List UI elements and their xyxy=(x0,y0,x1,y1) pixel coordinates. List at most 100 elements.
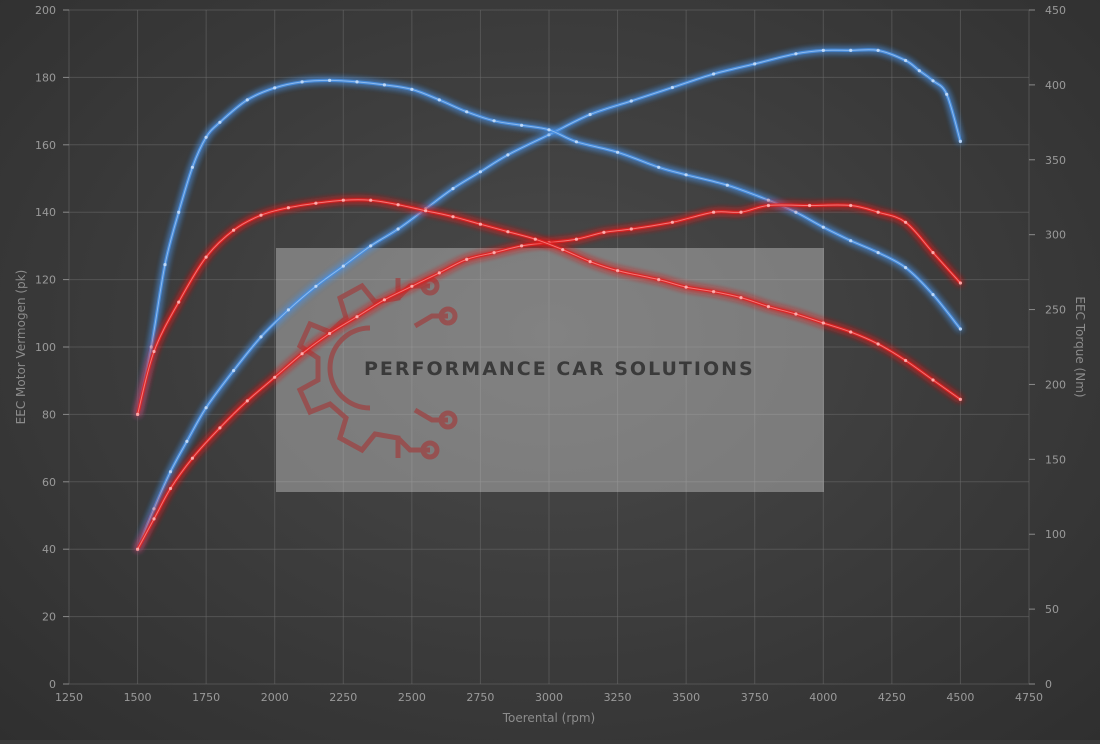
data-point xyxy=(904,58,908,63)
data-point xyxy=(168,486,173,491)
data-point xyxy=(657,278,661,282)
data-point xyxy=(629,99,633,103)
y-right-tick-label: 0 xyxy=(1045,678,1052,691)
data-point xyxy=(341,264,345,268)
data-point xyxy=(766,198,771,202)
data-point xyxy=(218,120,222,124)
x-tick-label: 2750 xyxy=(466,691,494,704)
data-point xyxy=(574,140,579,144)
data-point xyxy=(478,222,482,226)
data-point xyxy=(355,80,359,84)
y-right-tick-label: 400 xyxy=(1045,79,1066,92)
y-left-axis-title: EEC Motor Vermogen (pk) xyxy=(14,270,28,425)
series-1-torque-line xyxy=(136,78,963,416)
data-point xyxy=(712,290,716,294)
x-tick-label: 2500 xyxy=(398,691,426,704)
data-point xyxy=(931,79,935,83)
series-highlight xyxy=(137,204,961,550)
grid xyxy=(63,9,1035,685)
y-right-axis-title: EEC Torque (Nm) xyxy=(1073,296,1087,397)
data-point xyxy=(533,237,537,241)
x-tick-label: 3250 xyxy=(604,691,632,704)
data-point xyxy=(739,296,743,300)
data-point xyxy=(876,251,880,255)
data-point xyxy=(602,230,606,234)
data-point xyxy=(355,315,359,319)
data-point xyxy=(328,331,332,336)
series-2-power-line xyxy=(136,203,963,551)
data-point xyxy=(218,426,222,430)
data-point xyxy=(904,266,908,270)
gear-circuit-icon xyxy=(296,276,458,460)
data-point xyxy=(300,352,304,356)
data-point xyxy=(382,83,386,87)
x-tick-label: 2250 xyxy=(329,691,357,704)
data-point xyxy=(328,78,332,82)
data-point xyxy=(657,165,661,169)
data-point xyxy=(876,48,880,53)
data-point xyxy=(670,85,675,90)
data-point xyxy=(273,375,277,379)
data-point xyxy=(794,210,798,214)
data-point xyxy=(958,327,963,331)
data-point xyxy=(904,358,908,363)
data-point xyxy=(684,285,688,289)
data-point xyxy=(821,225,825,229)
data-point xyxy=(876,210,880,214)
data-point xyxy=(945,92,949,96)
x-tick-label: 4250 xyxy=(878,691,906,704)
data-point xyxy=(437,98,441,102)
data-point xyxy=(492,119,496,123)
data-point xyxy=(849,330,853,334)
data-point xyxy=(136,547,140,551)
watermark-brand: PERFORMANCE CAR SOLUTIONS xyxy=(364,358,755,380)
data-point xyxy=(451,215,455,219)
data-point xyxy=(300,80,304,84)
data-point xyxy=(245,98,249,102)
data-point xyxy=(561,248,565,252)
data-point xyxy=(725,183,729,187)
data-point xyxy=(506,153,510,157)
data-point xyxy=(958,281,963,285)
data-point xyxy=(152,349,156,354)
data-point xyxy=(616,150,620,154)
data-point xyxy=(204,406,208,410)
data-point xyxy=(314,201,318,205)
y-left-tick-label: 80 xyxy=(42,408,56,421)
x-tick-label: 4750 xyxy=(1015,691,1043,704)
series-0-power-line xyxy=(136,48,963,551)
data-point xyxy=(520,123,524,127)
data-point xyxy=(410,284,414,288)
data-point xyxy=(588,260,592,264)
y-right-tick-label: 300 xyxy=(1045,229,1066,242)
series xyxy=(136,48,963,551)
data-point xyxy=(465,110,469,114)
y-left-tick-label: 20 xyxy=(42,611,56,624)
x-tick-label: 1500 xyxy=(124,691,152,704)
axes: Toerental (rpm) EEC Motor Vermogen (pk) … xyxy=(14,4,1087,725)
x-tick-label: 3750 xyxy=(741,691,769,704)
data-point xyxy=(232,369,236,373)
data-point xyxy=(616,269,620,273)
data-point xyxy=(259,213,263,217)
data-point xyxy=(917,69,921,73)
data-point xyxy=(588,112,592,117)
y-right-tick-label: 100 xyxy=(1045,528,1066,541)
data-point xyxy=(849,48,853,53)
data-point xyxy=(190,165,194,169)
series-3-torque-line xyxy=(136,198,963,416)
data-point xyxy=(341,198,345,202)
y-left-tick-label: 200 xyxy=(35,4,56,17)
data-point xyxy=(245,399,249,403)
data-point xyxy=(712,72,716,76)
data-point xyxy=(177,210,181,214)
y-right-tick-label: 250 xyxy=(1045,304,1066,317)
data-point xyxy=(149,345,153,349)
data-point xyxy=(451,187,455,191)
y-right-tick-label: 200 xyxy=(1045,378,1066,391)
data-point xyxy=(849,239,853,243)
data-point xyxy=(286,206,290,210)
data-point xyxy=(506,230,510,234)
data-point xyxy=(286,308,290,312)
data-point xyxy=(369,244,373,248)
